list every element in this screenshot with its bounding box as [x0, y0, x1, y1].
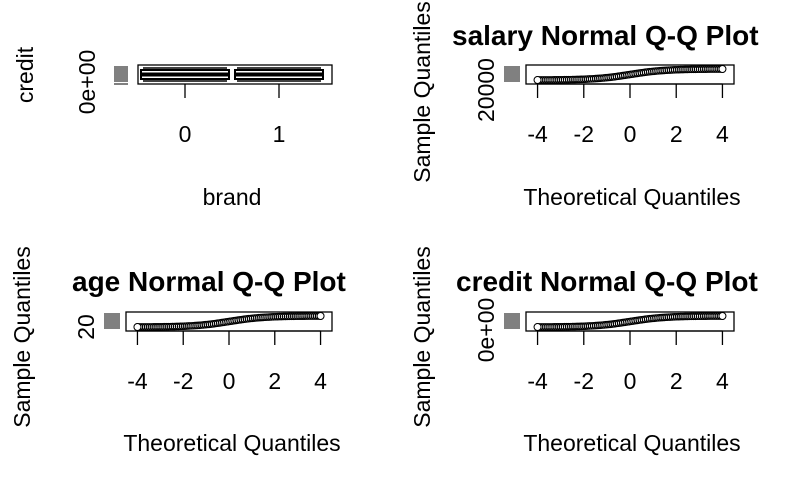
- x-tick-label: 0: [223, 368, 236, 394]
- plot-area: -4 -2 0 2 4: [104, 311, 333, 394]
- qq-point: [533, 323, 542, 331]
- y-axis-label: Sample Quantiles: [409, 1, 435, 183]
- qq-point: [718, 65, 727, 73]
- qq-point: [533, 76, 542, 84]
- y-axis-label: Sample Quantiles: [409, 246, 435, 428]
- chart-title: age Normal Q-Q Plot: [72, 266, 346, 297]
- plot-area: -4 -2 0 2 4: [504, 64, 735, 147]
- x-tick-label: -4: [127, 368, 148, 394]
- x-tick-label: 2: [670, 121, 683, 147]
- qq-point: [133, 323, 142, 331]
- x-tick-label: 0: [624, 121, 637, 147]
- x-tick-label: 2: [268, 368, 281, 394]
- chart-title: credit Normal Q-Q Plot: [456, 266, 758, 297]
- salary-qq-panel: -4 -2 0 2 4 salary Normal Q-Q Plot Sample Qu…: [409, 1, 759, 210]
- credit-qq-panel: -4 -2 0 2 4 credit Normal Q-Q Plot Sample Qu…: [409, 246, 758, 456]
- y-tick-label: 0e+00: [473, 298, 499, 363]
- qq-point: [718, 312, 727, 320]
- x-tick-label: -2: [574, 368, 594, 394]
- y-axis-label: Sample Quantiles: [9, 246, 35, 428]
- x-tick-label: 0: [624, 368, 637, 394]
- y-tick-label: 20: [73, 314, 99, 340]
- plot-area: -4 -2 0 2 4: [504, 311, 735, 394]
- y-tick-label: 0e+00: [74, 50, 100, 115]
- x-tick-label: 1: [273, 121, 286, 147]
- x-tick-label: -4: [527, 368, 548, 394]
- age-qq-panel: -4 -2 0 2 4 age Normal Q-Q Plot Sample Quant…: [9, 246, 346, 456]
- y-axis-label: credit: [12, 46, 38, 103]
- x-tick-label: 4: [716, 121, 729, 147]
- plot-frame: [137, 64, 333, 85]
- x-axis-label: Theoretical Quantiles: [523, 430, 740, 456]
- x-tick-label: -4: [527, 121, 548, 147]
- chart-title: salary Normal Q-Q Plot: [452, 20, 759, 51]
- x-tick-label: 0: [179, 121, 192, 147]
- x-tick-label: 4: [314, 368, 327, 394]
- x-tick-label: -2: [173, 368, 193, 394]
- x-axis-label: Theoretical Quantiles: [123, 430, 340, 456]
- x-axis-label: brand: [203, 184, 262, 210]
- y-tick-label: 20000: [473, 58, 499, 122]
- x-tick-label: 4: [716, 368, 729, 394]
- x-tick-label: -2: [574, 121, 594, 147]
- x-tick-label: 2: [670, 368, 683, 394]
- x-axis-label: Theoretical Quantiles: [523, 184, 740, 210]
- qq-point: [316, 312, 325, 320]
